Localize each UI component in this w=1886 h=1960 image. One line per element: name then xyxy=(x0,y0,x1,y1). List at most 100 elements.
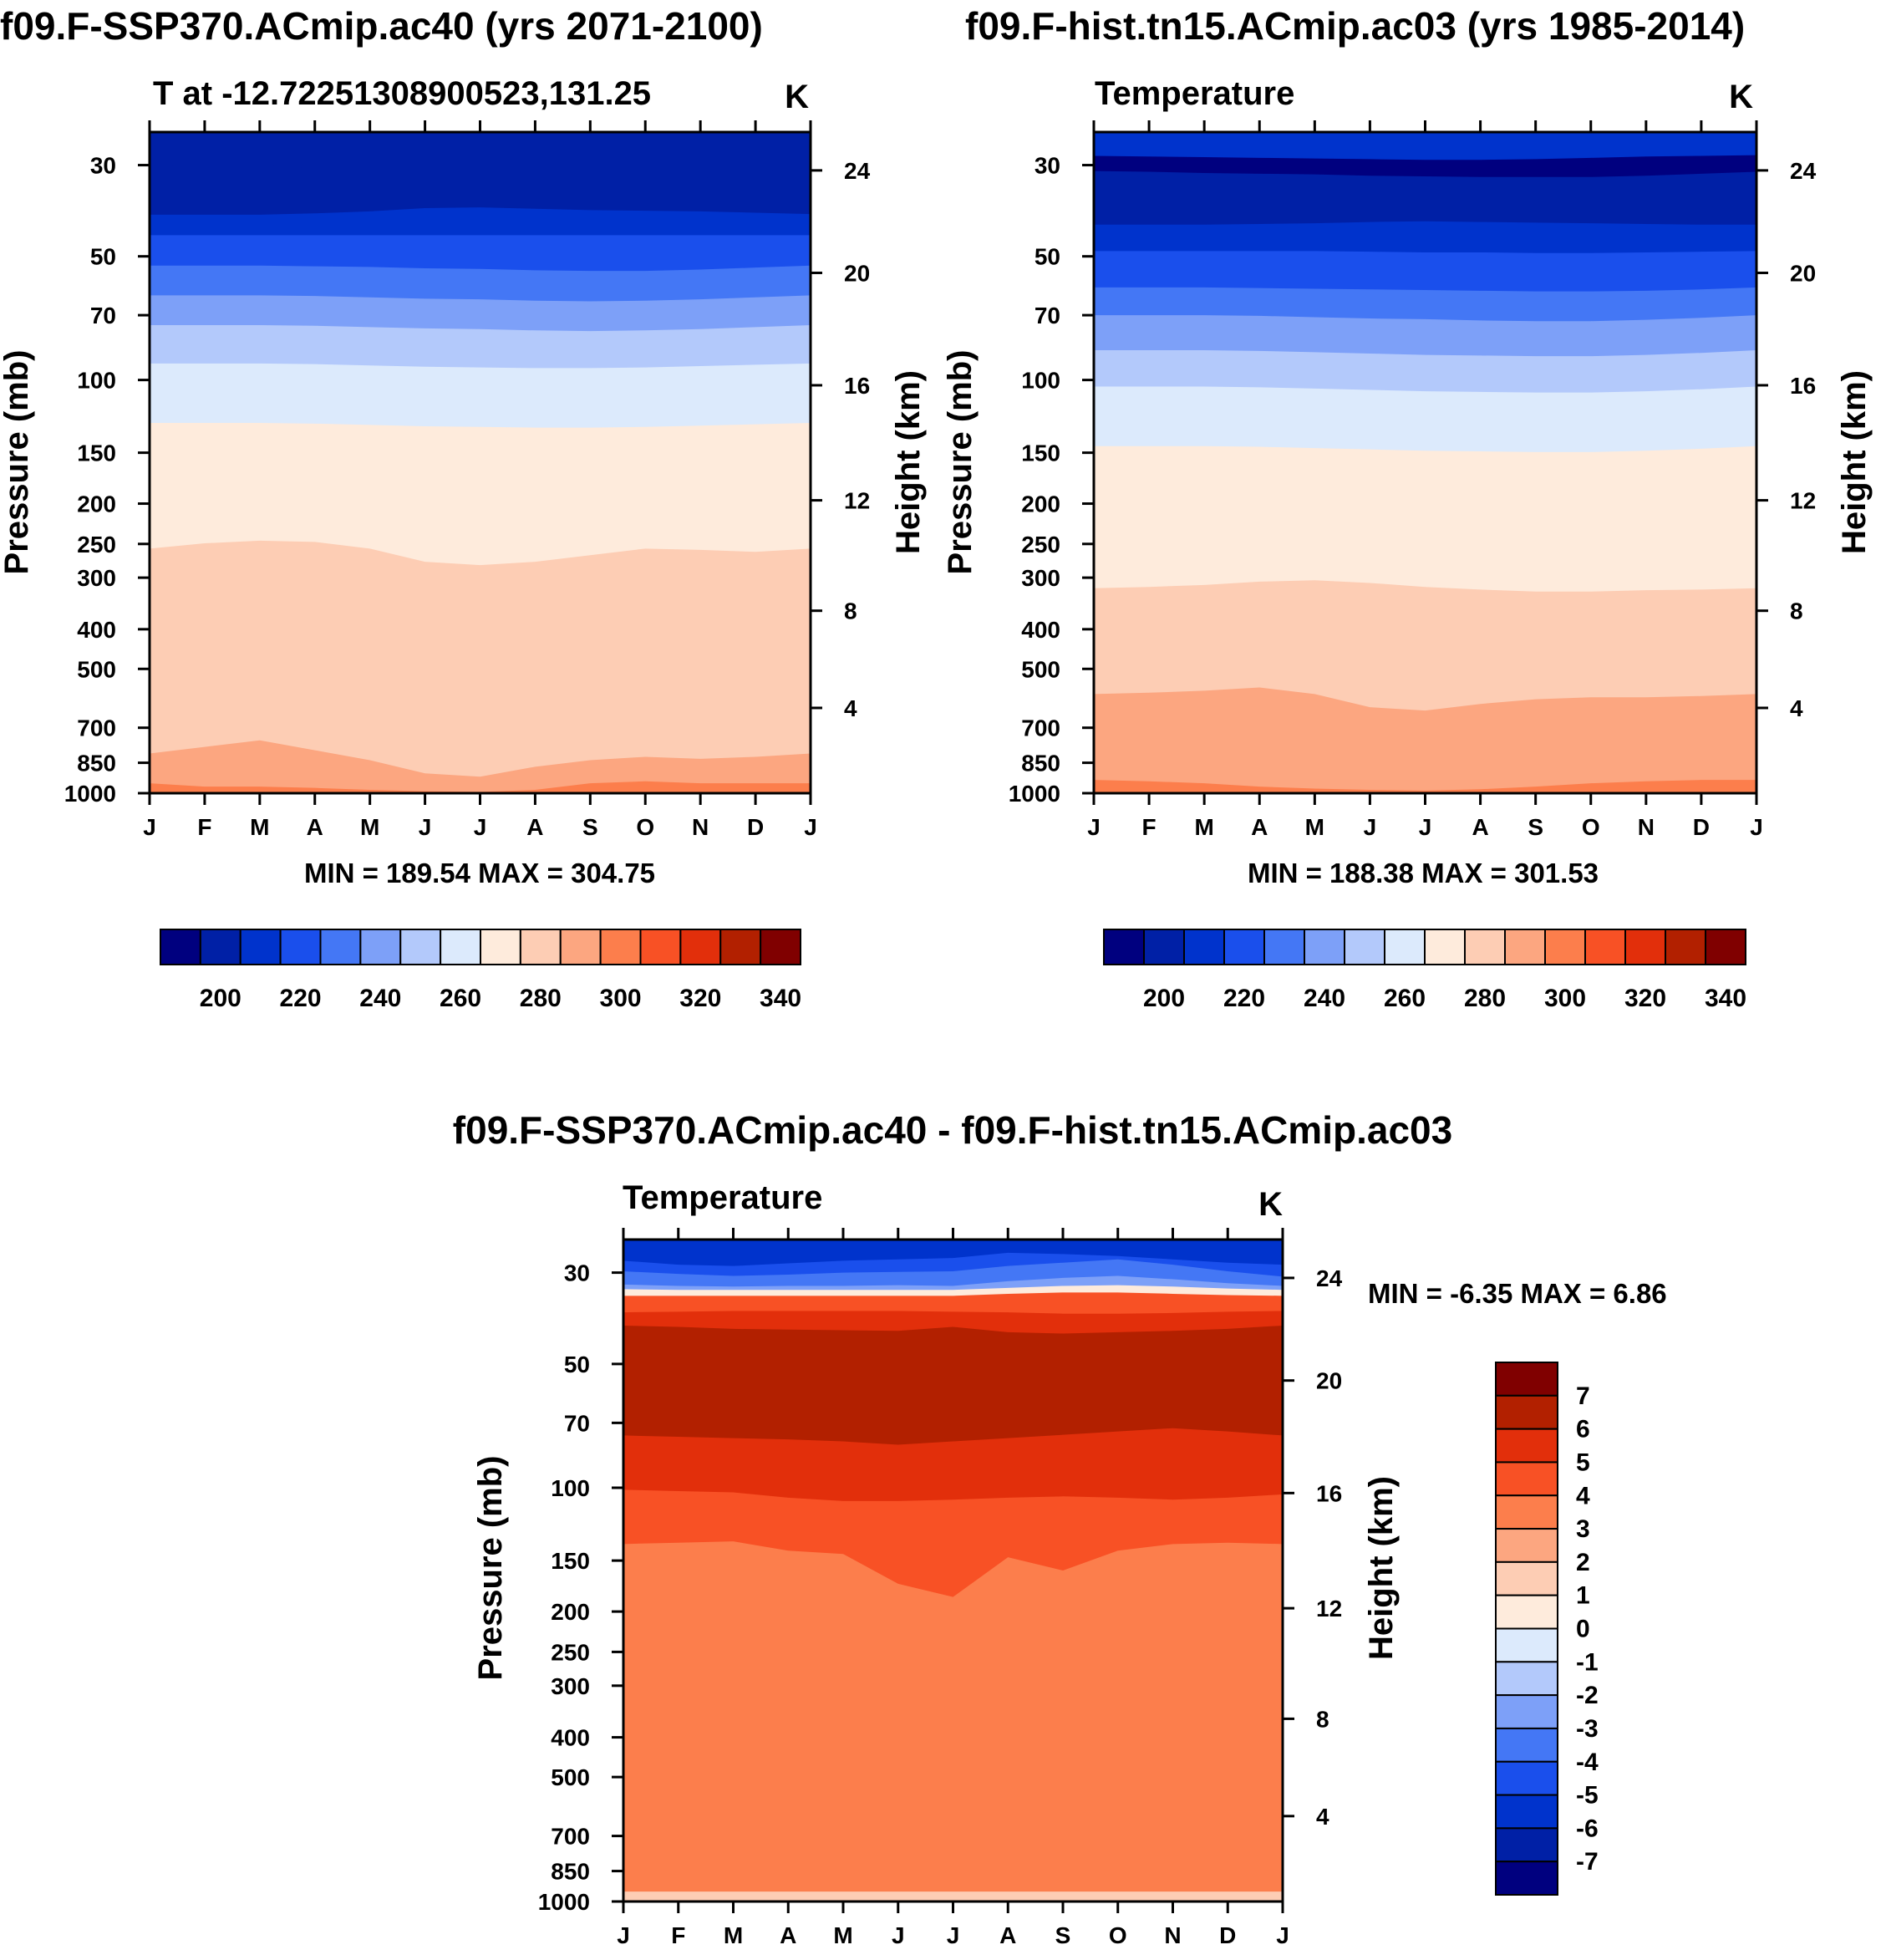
pressure-tick-label: 300 xyxy=(1021,565,1060,591)
height-tick-label: 16 xyxy=(1316,1480,1342,1506)
colorbar-swatch xyxy=(359,929,402,965)
y-axis-label-right: Height (km) xyxy=(1363,1476,1400,1660)
pressure-tick-label: 70 xyxy=(564,1410,590,1436)
pressure-tick-label: 500 xyxy=(77,656,116,682)
month-tick-label: J xyxy=(1750,814,1763,840)
pressure-tick-label: 200 xyxy=(551,1599,590,1625)
minmax-label: MIN = 189.54 MAX = 304.75 xyxy=(304,858,655,888)
colorbar-swatch xyxy=(1495,1661,1558,1697)
colorbar-tick-label: -5 xyxy=(1576,1782,1599,1810)
month-tick-label: J xyxy=(947,1922,960,1948)
pressure-tick-label: 700 xyxy=(1021,715,1060,741)
month-tick-label: J xyxy=(474,814,487,840)
height-tick-label: 24 xyxy=(1316,1265,1343,1291)
height-tick-label: 8 xyxy=(844,598,857,624)
colorbar-tick-label: -4 xyxy=(1576,1749,1599,1776)
colorbar-swatch xyxy=(1495,1428,1558,1464)
colorbar-swatch xyxy=(239,929,282,965)
colorbar-swatch xyxy=(440,929,481,965)
colorbar-swatch xyxy=(1584,929,1626,965)
pressure-tick-label: 50 xyxy=(564,1352,590,1377)
month-tick-label: A xyxy=(1251,814,1268,840)
colorbar-swatch xyxy=(319,929,362,965)
colorbar-swatch xyxy=(1495,1528,1558,1563)
colorbar-tick-label: 1 xyxy=(1576,1582,1590,1610)
pressure-tick-label: 250 xyxy=(551,1639,590,1665)
y-axis-label-right: Height (km) xyxy=(890,370,927,554)
height-tick-label: 4 xyxy=(1790,695,1803,721)
colorbar-swatch xyxy=(1495,1362,1558,1397)
month-tick-label: S xyxy=(1055,1922,1071,1948)
contour-fill-difference xyxy=(623,1240,1283,1901)
colorbar-swatch xyxy=(279,929,322,965)
colorbar-swatch xyxy=(719,929,762,965)
pressure-tick-label: 150 xyxy=(551,1548,590,1574)
month-tick-label: F xyxy=(197,814,211,840)
colorbar-swatch xyxy=(679,929,722,965)
pressure-tick-label: 1000 xyxy=(64,781,116,807)
colorbar-swatch xyxy=(1495,1827,1558,1863)
height-tick-label: 12 xyxy=(844,488,870,514)
axis-ticks: J F M A M J J A S O N D J 30 50 70 100 150 200 250 300 400 500… xyxy=(64,120,871,840)
colorbar-tick-label: 300 xyxy=(600,985,642,1012)
panel-title: Temperature xyxy=(1095,75,1294,112)
month-tick-label: J xyxy=(617,1922,630,1948)
units-label: K xyxy=(785,79,809,115)
colorbar-tick-label: 240 xyxy=(1304,985,1345,1012)
colorbar-tick-label: 3 xyxy=(1576,1515,1590,1543)
colorbar-swatch xyxy=(1103,929,1145,965)
colorbar-tick-label: 6 xyxy=(1576,1416,1590,1443)
pressure-tick-label: 850 xyxy=(77,751,116,776)
colorbar-tick-label: 7 xyxy=(1576,1382,1590,1410)
month-tick-label: A xyxy=(780,1922,796,1948)
month-tick-label: D xyxy=(1693,814,1710,840)
pressure-tick-label: 1000 xyxy=(538,1889,590,1915)
height-tick-label: 8 xyxy=(1316,1706,1329,1732)
panel-top-left: T at -12.72251308900523,131.25 K Pressur… xyxy=(0,75,927,1012)
pressure-tick-label: 500 xyxy=(551,1764,590,1790)
contour-band xyxy=(150,540,811,793)
colorbar-swatch xyxy=(1495,1594,1558,1630)
pressure-tick-label: 400 xyxy=(77,617,116,643)
month-tick-label: J xyxy=(1276,1922,1289,1948)
month-tick-label: F xyxy=(671,1922,685,1948)
colorbar-tick-label: 4 xyxy=(1576,1482,1590,1509)
pressure-tick-label: 850 xyxy=(1021,751,1060,776)
pressure-tick-label: 50 xyxy=(1035,244,1060,270)
month-tick-label: N xyxy=(692,814,709,840)
colorbar-swatch xyxy=(1344,929,1385,965)
contour-fill-top-left xyxy=(150,132,811,794)
month-tick-label: M xyxy=(250,814,269,840)
pressure-tick-label: 150 xyxy=(77,440,116,466)
colorbar-tick-label: 5 xyxy=(1576,1448,1590,1476)
colorbar-swatch xyxy=(1495,1461,1558,1497)
colorbar-swatch xyxy=(1495,1694,1558,1729)
colorbar-swatch xyxy=(1495,1560,1558,1596)
colorbar-tick-label: 320 xyxy=(1624,985,1666,1012)
top-right-figure-title: f09.F-hist.tn15.ACmip.ac03 (yrs 1985-201… xyxy=(965,4,1745,48)
colorbar-swatch xyxy=(1143,929,1185,965)
colorbar-swatch xyxy=(519,929,562,965)
pressure-tick-label: 300 xyxy=(551,1673,590,1699)
colorbar-tick-label: -2 xyxy=(1576,1682,1599,1709)
month-tick-label: M xyxy=(360,814,379,840)
panel-title: T at -12.72251308900523,131.25 xyxy=(153,75,651,112)
y-axis-label-left: Pressure (mb) xyxy=(0,350,35,575)
colorbar-swatch xyxy=(1665,929,1706,965)
colorbar-tick-label: -7 xyxy=(1576,1848,1599,1876)
month-tick-label: S xyxy=(1528,814,1543,840)
month-tick-label: A xyxy=(1472,814,1488,840)
month-tick-label: N xyxy=(1164,1922,1181,1948)
colorbar-tick-label: 240 xyxy=(359,985,401,1012)
pressure-tick-label: 500 xyxy=(1021,656,1060,682)
colorbar-tick-label: 200 xyxy=(200,985,241,1012)
pressure-tick-label: 100 xyxy=(1021,368,1060,394)
colorbar-swatch xyxy=(199,929,241,965)
height-tick-label: 20 xyxy=(1316,1368,1342,1394)
contour-fill-top-right xyxy=(1094,132,1756,793)
units-label: K xyxy=(1729,79,1753,115)
month-tick-label: J xyxy=(143,814,156,840)
axis-ticks: J F M A M J J A S O N D J 30 50 70 100 150 200 250 300 400 500… xyxy=(538,1228,1343,1948)
colorbar-tick-label: 280 xyxy=(1464,985,1506,1012)
pressure-tick-label: 200 xyxy=(77,491,116,517)
